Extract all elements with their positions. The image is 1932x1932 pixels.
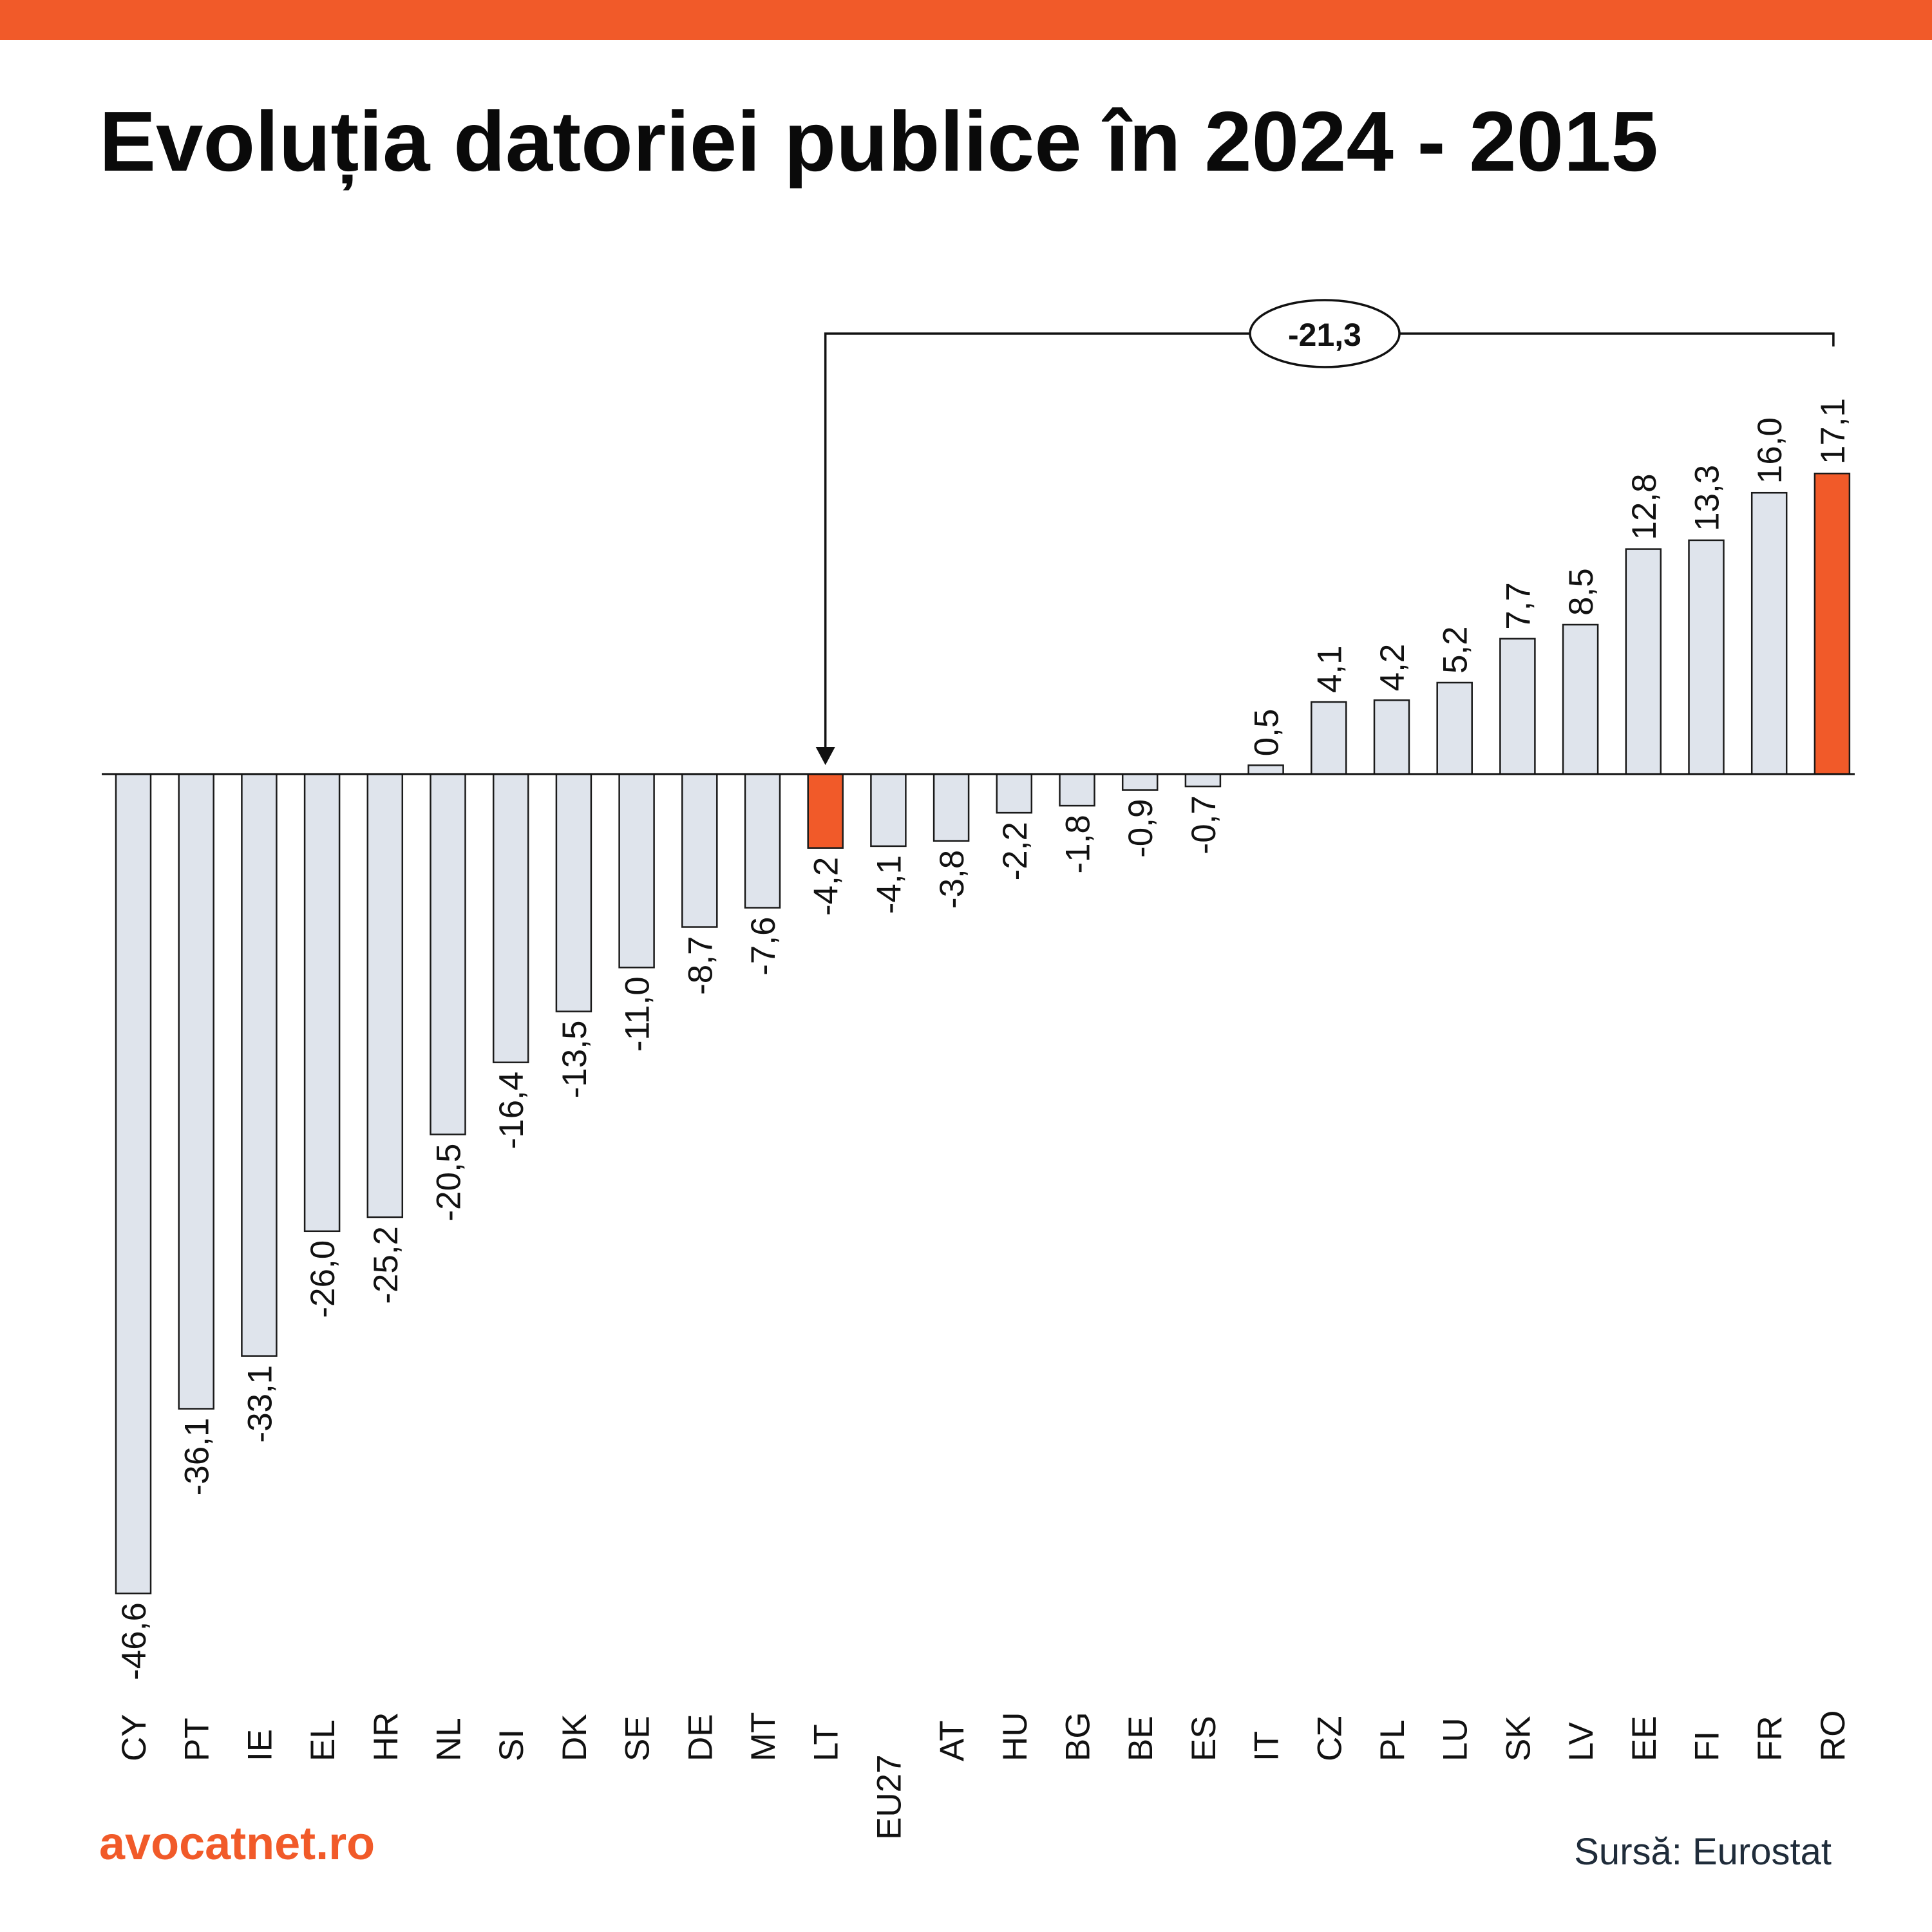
category-label-lu: LU <box>1437 1718 1475 1761</box>
category-label-cy: CY <box>115 1714 153 1761</box>
category-label-dk: DK <box>556 1714 594 1761</box>
top-accent-bar <box>0 0 1932 40</box>
bar-el <box>303 773 341 1233</box>
value-label-dk: -13,5 <box>556 1021 594 1099</box>
value-label-si: -16,4 <box>493 1072 531 1150</box>
bar-pl <box>1373 699 1410 775</box>
category-label-es: ES <box>1185 1716 1223 1761</box>
category-label-eu27: EU27 <box>870 1754 908 1840</box>
bar-nl <box>430 773 466 1135</box>
bar-lu <box>1436 681 1473 775</box>
category-label-at: AT <box>933 1720 971 1761</box>
category-label-si: SI <box>493 1729 531 1761</box>
category-label-de: DE <box>681 1714 719 1761</box>
bar-it <box>1247 764 1284 775</box>
bar-de <box>681 773 718 928</box>
value-label-lv: 8,5 <box>1562 568 1600 616</box>
category-label-sk: SK <box>1499 1716 1537 1761</box>
value-label-it: 0,5 <box>1248 709 1286 757</box>
bar-pt <box>178 773 214 1410</box>
source-note: Sursă: Eurostat <box>1574 1831 1832 1873</box>
difference-annotation: -21,3 <box>815 299 1835 765</box>
category-label-fi: FI <box>1689 1731 1727 1761</box>
category-label-mt: MT <box>744 1712 782 1761</box>
value-label-hr: -25,2 <box>367 1226 405 1304</box>
value-label-at: -3,8 <box>933 850 971 909</box>
category-label-ie: IE <box>241 1729 279 1761</box>
bar-lv <box>1562 623 1599 775</box>
category-label-cz: CZ <box>1311 1716 1349 1761</box>
value-label-lt: -4,2 <box>808 857 846 916</box>
annotation-arrowhead <box>815 747 835 765</box>
value-label-es: -0,7 <box>1185 795 1223 854</box>
category-label-ee: EE <box>1625 1716 1663 1761</box>
page-title: Evoluția datoriei publice în 2024 - 2015 <box>99 94 1658 189</box>
bar-hr <box>366 773 404 1218</box>
category-label-se: SE <box>619 1716 657 1761</box>
category-label-bg: BG <box>1059 1712 1097 1761</box>
value-label-be: -0,9 <box>1122 799 1160 858</box>
value-label-pl: 4,2 <box>1374 644 1412 692</box>
bar-fi <box>1688 539 1725 775</box>
category-label-hr: HR <box>367 1712 405 1761</box>
value-label-lu: 5,2 <box>1437 626 1475 674</box>
bar-se <box>618 773 655 969</box>
value-label-fi: 13,3 <box>1689 465 1727 531</box>
value-label-fr: 16,0 <box>1751 417 1789 484</box>
category-label-pl: PL <box>1374 1719 1412 1761</box>
bar-fr <box>1750 491 1788 775</box>
category-label-el: EL <box>304 1719 342 1761</box>
value-label-eu27: -4,1 <box>870 855 908 914</box>
category-label-lt: LT <box>808 1724 846 1761</box>
category-label-pt: PT <box>178 1718 216 1761</box>
value-label-de: -8,7 <box>681 936 719 995</box>
bar-ro <box>1814 472 1851 775</box>
category-label-hu: HU <box>996 1712 1034 1761</box>
bar-cy <box>115 773 152 1595</box>
bar-at <box>933 773 970 842</box>
bar-ie <box>241 773 278 1357</box>
bar-eu27 <box>870 773 907 848</box>
bar-mt <box>744 773 781 909</box>
bar-bg <box>1059 773 1095 807</box>
value-label-nl: -20,5 <box>430 1144 468 1222</box>
value-label-se: -11,0 <box>619 976 657 1052</box>
value-label-cz: 4,1 <box>1311 645 1349 693</box>
category-label-be: BE <box>1122 1716 1160 1761</box>
bar-lt <box>807 773 844 849</box>
value-label-ro: 17,1 <box>1814 398 1852 464</box>
category-label-nl: NL <box>430 1718 468 1761</box>
bar-sk <box>1499 638 1536 775</box>
value-label-pt: -36,1 <box>178 1418 216 1496</box>
bar-si <box>492 773 529 1063</box>
value-label-bg: -1,8 <box>1059 815 1097 873</box>
value-label-ee: 12,8 <box>1625 473 1663 540</box>
bar-dk <box>555 773 592 1012</box>
bar-es <box>1184 773 1222 788</box>
value-label-ie: -33,1 <box>241 1365 279 1443</box>
bar-be <box>1121 773 1159 791</box>
value-label-sk: 7,7 <box>1499 582 1537 630</box>
annotation-label: -21,3 <box>1288 317 1361 353</box>
value-label-hu: -2,2 <box>996 822 1034 880</box>
category-label-lv: LV <box>1562 1721 1600 1761</box>
bar-hu <box>996 773 1033 814</box>
annotation-bubble <box>1249 299 1401 368</box>
bar-ee <box>1625 548 1662 775</box>
brand-logo-text[interactable]: avocatnet.ro <box>99 1818 375 1870</box>
category-label-fr: FR <box>1751 1716 1789 1761</box>
bar-cz <box>1311 701 1347 775</box>
category-label-ro: RO <box>1814 1710 1852 1762</box>
value-label-mt: -7,6 <box>744 916 782 975</box>
value-label-cy: -46,6 <box>115 1602 153 1680</box>
value-label-el: -26,0 <box>304 1240 342 1318</box>
category-label-it: IT <box>1248 1731 1286 1761</box>
